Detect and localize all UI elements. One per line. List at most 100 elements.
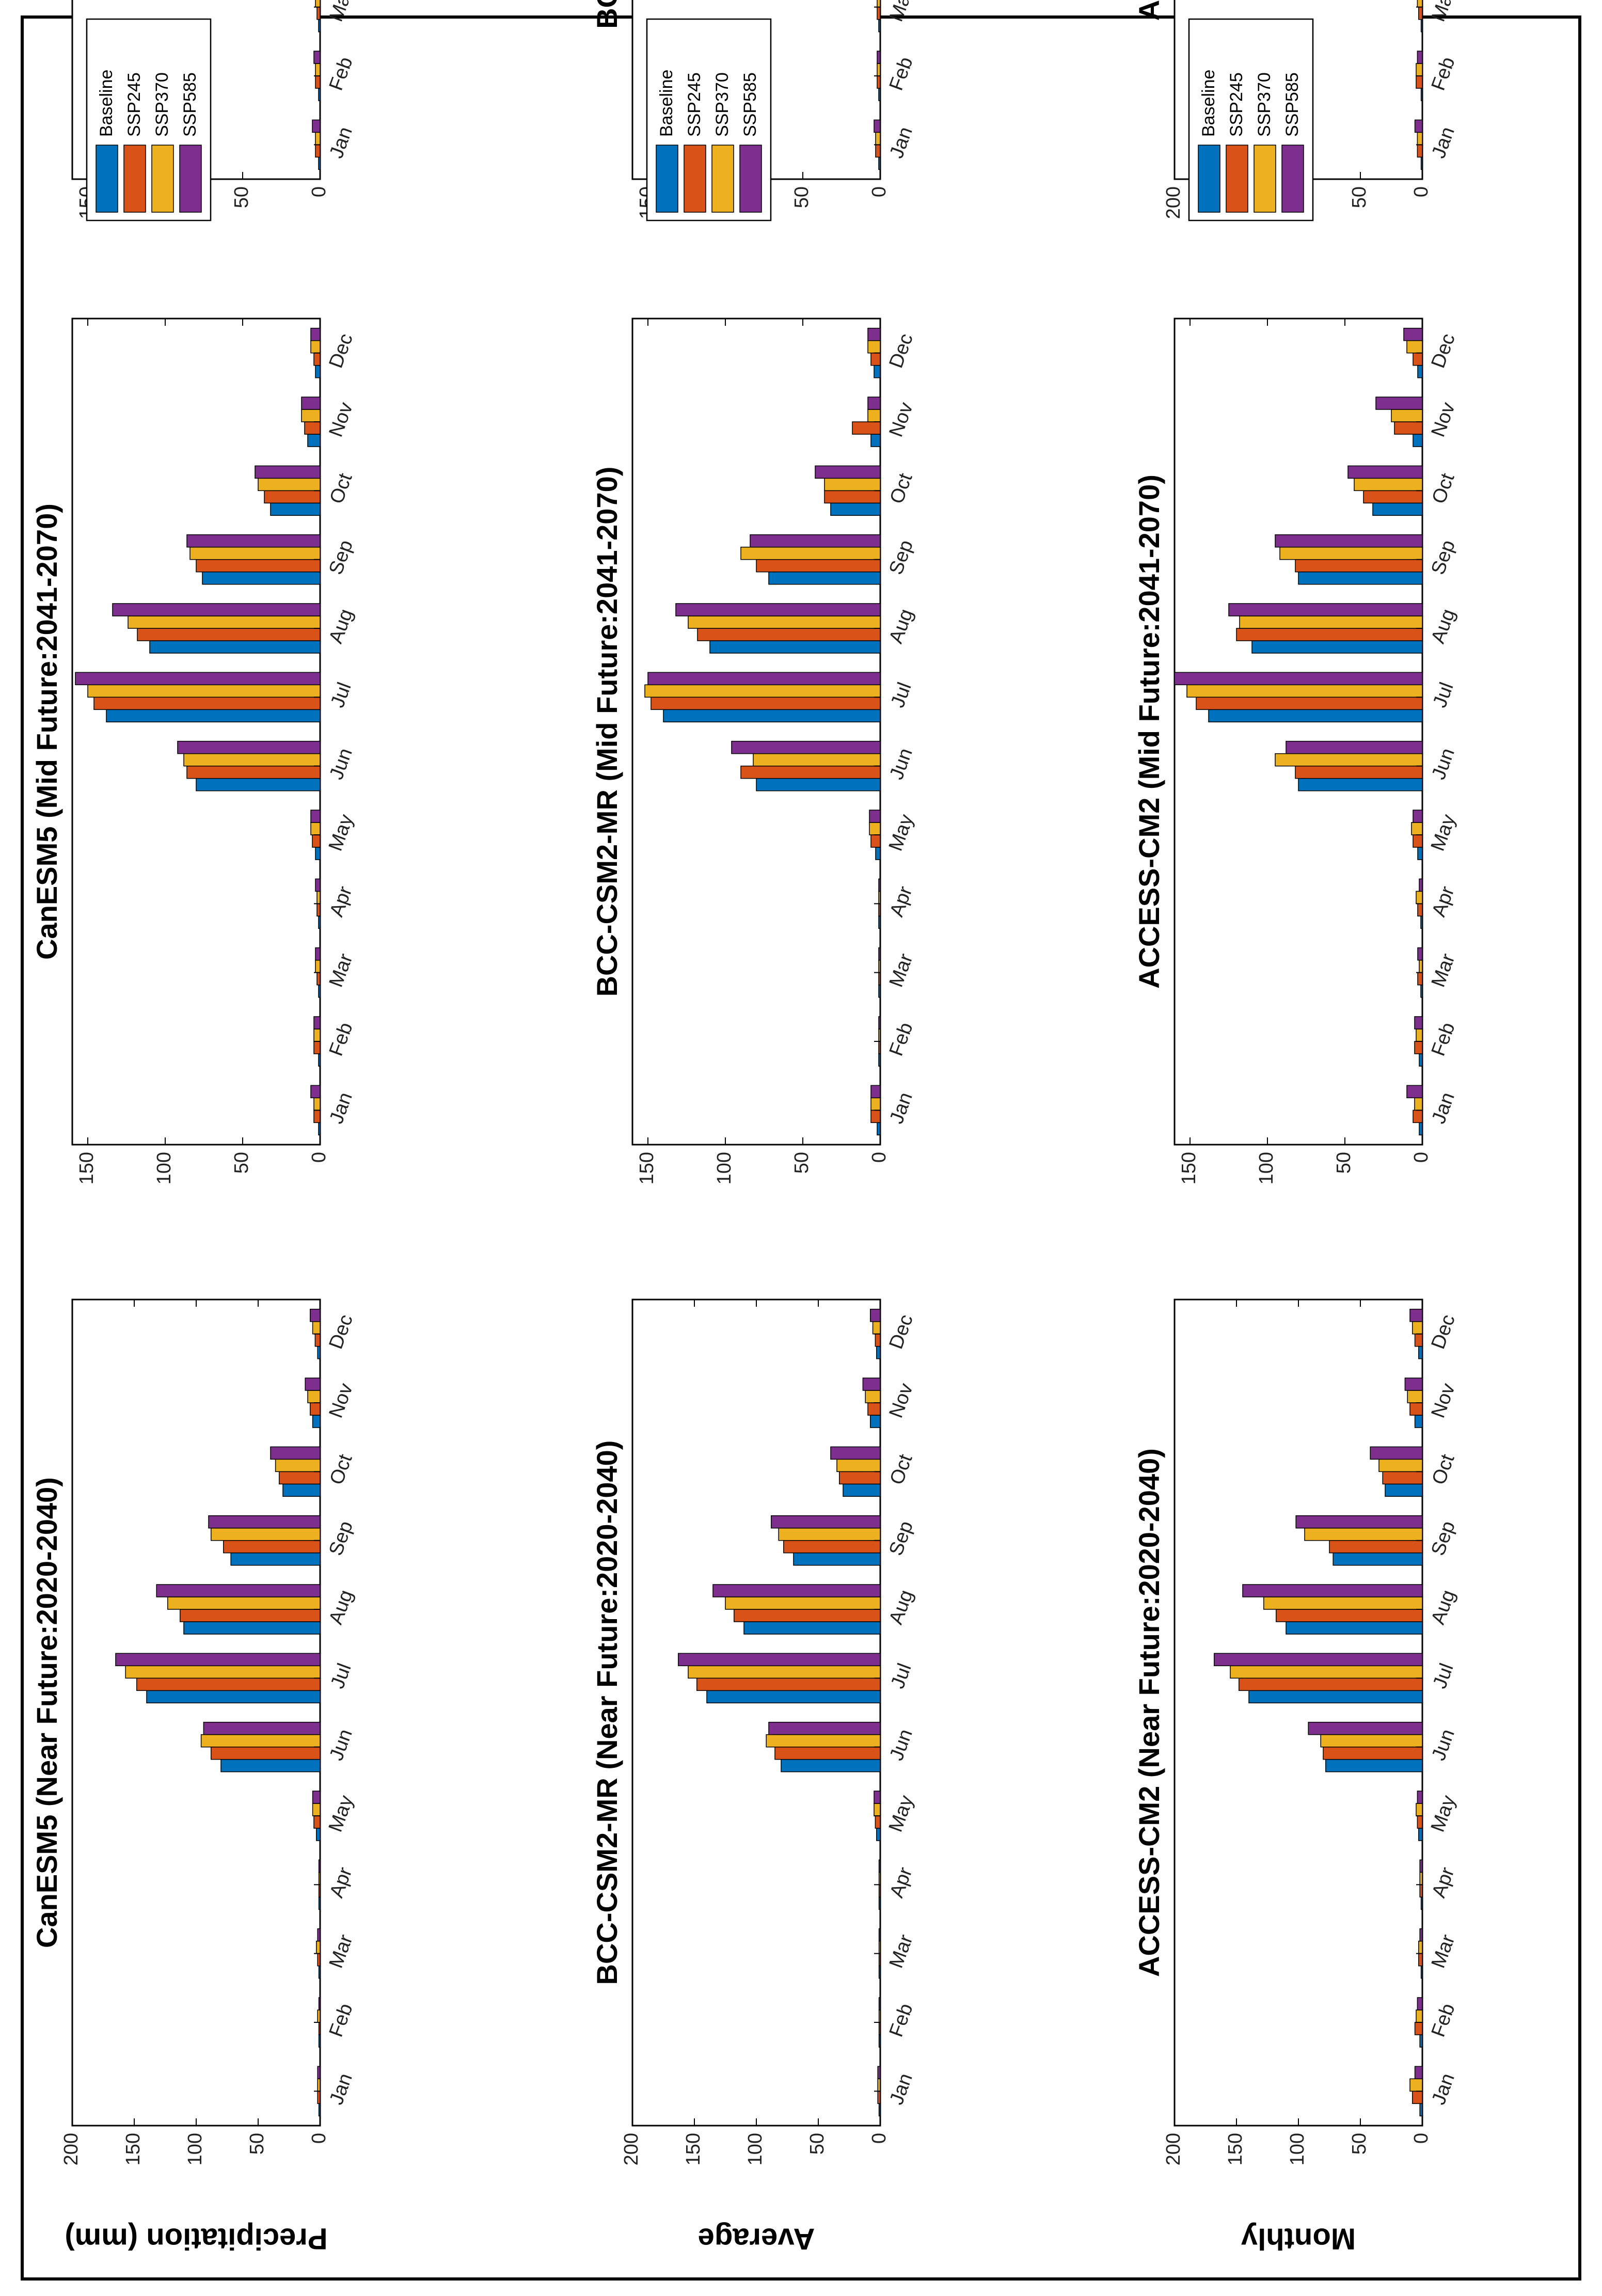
bar-baseline: [1418, 1828, 1423, 1841]
legend-label: SSP370: [712, 72, 732, 137]
bar-ssp245: [1419, 1884, 1423, 1898]
bar-ssp370: [1279, 546, 1423, 560]
bar-ssp245: [824, 490, 881, 504]
bar-ssp370: [836, 1459, 881, 1472]
bar-ssp370: [1263, 1596, 1423, 1610]
y-tick-label: 150: [122, 2133, 144, 2165]
bar-ssp245: [1295, 559, 1423, 573]
bar-ssp245: [783, 1540, 881, 1554]
y-tick-label: 100: [153, 1152, 175, 1184]
bar-ssp585: [203, 1721, 321, 1735]
legend-swatch-ssp245: [1226, 145, 1248, 213]
bar-ssp585: [313, 1016, 321, 1030]
bar-baseline: [1208, 709, 1423, 723]
panel-title: CanESM5 (Mid Future:2041-2070): [30, 503, 63, 960]
bar-ssp245: [1418, 6, 1423, 20]
x-tick-label: Mar: [1427, 1931, 1460, 1971]
x-tick-label: Dec: [885, 331, 917, 371]
y-tick-label: 100: [744, 2133, 766, 2165]
bar-baseline: [106, 709, 321, 723]
bar-baseline: [1333, 1552, 1423, 1566]
bar-ssp370: [1419, 1872, 1423, 1886]
bar-baseline: [1298, 571, 1423, 585]
legend-swatch-ssp585: [179, 145, 202, 213]
bar-baseline: [1286, 1621, 1423, 1635]
bar-ssp585: [1174, 672, 1423, 686]
bar-ssp585: [1409, 1308, 1423, 1322]
bar-ssp245: [878, 972, 881, 986]
bar-ssp585: [313, 51, 321, 64]
bar-ssp370: [200, 1734, 321, 1748]
bar-ssp585: [678, 1653, 881, 1667]
bar-baseline: [1419, 1053, 1423, 1067]
bar-baseline: [318, 2103, 321, 2117]
bar-baseline: [756, 778, 881, 791]
x-tick-label: Jun: [886, 1727, 917, 1764]
bar-ssp370: [189, 546, 321, 560]
x-tick-label: Jul: [327, 679, 356, 710]
bar-ssp245: [313, 352, 321, 366]
bar-ssp585: [878, 878, 881, 892]
bar-ssp370: [1406, 340, 1423, 354]
bar-ssp585: [317, 1928, 321, 1942]
bar-ssp245: [186, 765, 321, 779]
bar-ssp370: [870, 1097, 881, 1111]
bar-ssp370: [315, 0, 321, 8]
bar-ssp245: [1329, 1540, 1423, 1554]
x-tick-label: Apr: [1428, 1864, 1459, 1901]
chart-panel: BCC-CSM2-MR (Mid Future:2041-2070) 0 50 100…: [591, 318, 918, 1184]
bar-ssp585: [1419, 878, 1423, 892]
x-tick-label: Jan: [1428, 1089, 1459, 1127]
x-tick-label: Dec: [325, 1312, 357, 1352]
bar-ssp245: [318, 2022, 321, 2035]
x-tick-label: Mar: [885, 0, 917, 24]
bar-baseline: [663, 709, 881, 723]
legend: Baseline SSP245 SSP370 SSP585: [646, 18, 772, 221]
bar-baseline: [318, 156, 321, 170]
bar-ssp245: [740, 765, 881, 779]
bar-ssp585: [310, 327, 321, 341]
legend-label: SSP370: [1255, 72, 1274, 137]
bar-baseline: [743, 1621, 881, 1635]
bar-ssp245: [313, 1041, 321, 1054]
legend-label: SSP585: [740, 72, 760, 137]
bar-baseline: [146, 1690, 321, 1704]
x-tick-label: Jun: [1428, 746, 1459, 783]
y-tick-label: 200: [60, 2133, 82, 2165]
panel-title: BCC-CSM2-MR (Near Future:2020-2040): [591, 1440, 623, 1985]
x-tick-label: May: [1427, 812, 1460, 854]
legend-label: SSP245: [685, 72, 704, 137]
bar-ssp585: [647, 672, 881, 686]
bar-baseline: [312, 1415, 321, 1428]
bar-baseline: [1420, 984, 1423, 998]
x-tick-label: Jun: [326, 1727, 357, 1764]
axes-box: [631, 1299, 881, 2127]
bar-ssp585: [315, 878, 321, 892]
x-tick-label: Dec: [885, 1312, 917, 1352]
bar-ssp585: [1370, 1446, 1423, 1460]
panel-title: ACCESS-CM2 (Far Future:2071-2100): [1133, 0, 1165, 21]
y-tick-label: 200: [1163, 2133, 1184, 2165]
legend-swatch-ssp585: [1281, 145, 1304, 213]
x-tick-label: Mar: [1427, 951, 1460, 990]
legend-label: SSP245: [1227, 72, 1246, 137]
bar-ssp370: [1239, 615, 1423, 629]
bar-baseline: [1414, 1415, 1423, 1428]
bar-ssp585: [1419, 1859, 1423, 1873]
bar-baseline: [877, 1122, 881, 1136]
x-tick-label: Mar: [325, 1931, 357, 1971]
bar-ssp370: [1419, 959, 1423, 973]
bar-baseline: [875, 847, 881, 860]
x-tick-label: Feb: [325, 54, 357, 93]
x-tick-label: Sep: [325, 537, 357, 578]
bar-baseline: [318, 1896, 321, 1910]
bar-ssp245: [310, 1402, 321, 1416]
bar-ssp245: [1414, 2022, 1423, 2035]
bar-ssp370: [316, 891, 321, 905]
bar-ssp245: [878, 1041, 881, 1054]
bar-ssp245: [1418, 1953, 1423, 1967]
bar-ssp370: [740, 546, 881, 560]
bar-ssp245: [211, 1746, 321, 1760]
bar-ssp370: [877, 63, 881, 76]
